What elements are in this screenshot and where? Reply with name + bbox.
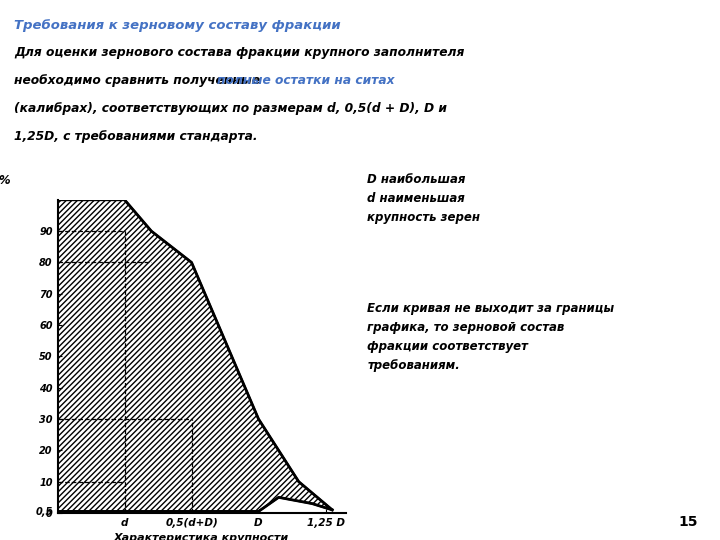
Text: Для оценки зернового состава фракции крупного заполнителя: Для оценки зернового состава фракции кру… — [14, 46, 465, 59]
X-axis label: Характеристика крупности: Характеристика крупности — [114, 534, 289, 540]
Text: полные остатки на ситах: полные остатки на ситах — [217, 74, 395, 87]
Text: Если кривая не выходит за границы
графика, то зерновой состав
фракции соответств: Если кривая не выходит за границы график… — [367, 302, 614, 373]
Text: (калибрах), соответствующих по размерам d, 0,5(d + D), D и: (калибрах), соответствующих по размерам … — [14, 102, 447, 115]
Text: D наибольшая
d наименьшая
крупность зерен: D наибольшая d наименьшая крупность зере… — [367, 173, 480, 224]
Text: 15: 15 — [679, 515, 698, 529]
Text: необходимо сравнить полученные: необходимо сравнить полученные — [14, 74, 265, 87]
Text: Требования к зерновому составу фракции: Требования к зерновому составу фракции — [14, 19, 341, 32]
Text: 1,25D, с требованиями стандарта.: 1,25D, с требованиями стандарта. — [14, 130, 258, 143]
Y-axis label: θ₁, %: θ₁, % — [0, 174, 11, 187]
